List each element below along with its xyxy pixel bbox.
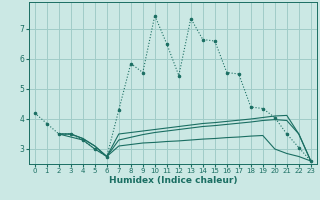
X-axis label: Humidex (Indice chaleur): Humidex (Indice chaleur) bbox=[108, 176, 237, 185]
